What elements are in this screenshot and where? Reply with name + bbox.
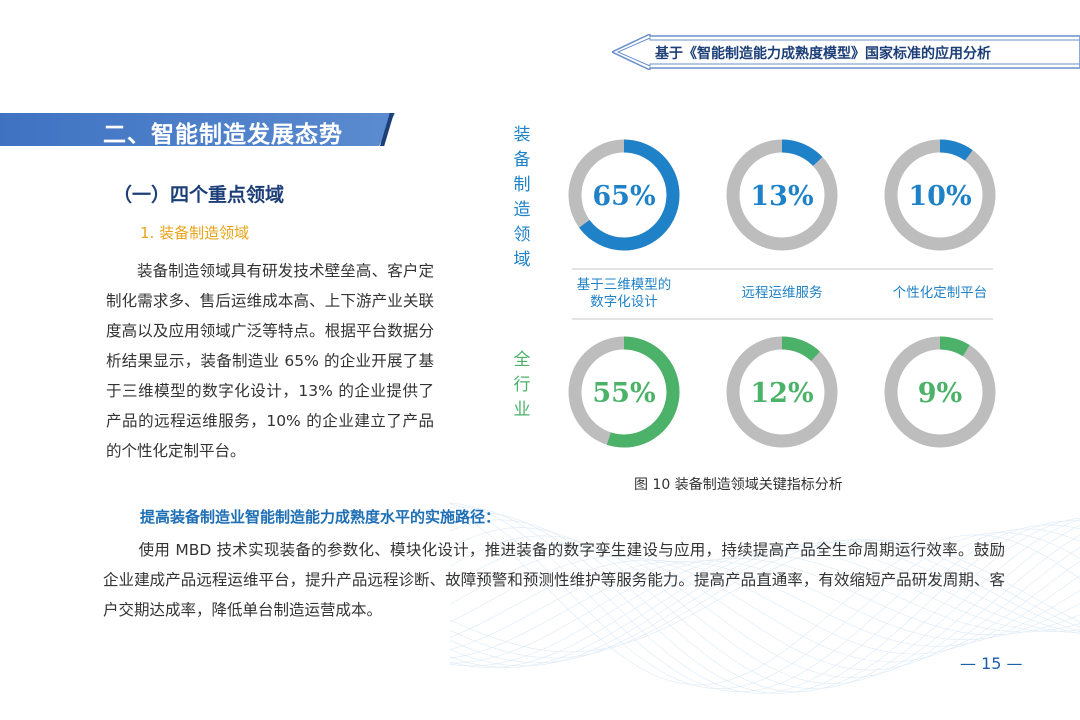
wave-line (450, 540, 1080, 664)
donut-charts: 65% 13% 10% 55% 12% 9% (568, 139, 996, 448)
wave-line (450, 561, 1080, 650)
decorative-wave-lines (450, 502, 1080, 694)
header-arrow-banner (612, 34, 1080, 70)
path-title: 提高装备制造业智能制造能力成熟度水平的实施路径： (140, 508, 501, 526)
wave-line (450, 517, 1080, 693)
wave-line (450, 554, 1080, 667)
donut-value-label: 10% (908, 181, 971, 212)
wave-line (450, 559, 1080, 655)
wave-line (450, 525, 1080, 685)
row-label-equipment: 装备制造领域 (513, 125, 531, 270)
wave-line (450, 534, 1080, 678)
wave-line (450, 542, 1080, 667)
category-label-line: 数字化设计 (590, 294, 658, 310)
category-label-customization: 个性化定制平台 (892, 285, 988, 301)
row-label-all-industry: 全行业 (513, 350, 531, 420)
intro-paragraph: 装备制造领域具有研发技术壁垒高、客户定制化需求多、售后运维成本高、上下游产业关联… (106, 262, 434, 460)
divider-bottom (572, 318, 993, 320)
donut-value-label: 65% (592, 181, 655, 212)
wave-line (450, 502, 1080, 693)
wave-line (450, 512, 1080, 694)
category-label-line: 基于三维模型的 (576, 277, 672, 293)
donut-value-arc (781, 139, 823, 167)
wave-line (450, 545, 1080, 668)
subsubsection-title: 1. 装备制造领域 (140, 224, 250, 242)
divider-top (572, 268, 993, 270)
wave-line (450, 539, 1080, 659)
category-label-3d-design: 基于三维模型的 数字化设计 (559, 277, 689, 311)
path-paragraph: 使用 MBD 技术实现装备的参数化、模块化设计，推进装备的数字孪生建设与应用，持… (103, 541, 1005, 619)
page-number: — 15 — (960, 654, 1023, 673)
wave-line (450, 550, 1080, 668)
donut-value-label: 12% (750, 378, 813, 409)
donut-value-arc (579, 139, 680, 251)
wave-line (450, 503, 1080, 690)
donut-value-arc (939, 139, 973, 161)
wave-line (450, 557, 1080, 664)
figure-caption: 图 10 装备制造领域关键指标分析 (634, 477, 843, 493)
section-banner (0, 113, 395, 146)
donut-value-arc (939, 336, 970, 357)
page-number-value: 15 (981, 654, 1002, 673)
wave-line (450, 506, 1080, 694)
donut-value-arc (781, 336, 820, 362)
section-title: 二、智能制造发展态势 (103, 122, 343, 148)
header-title: 基于《智能制造能力成熟度模型》国家标准的应用分析 (655, 46, 991, 62)
donut-value-label: 9% (918, 378, 962, 409)
donut-value-label: 55% (592, 378, 655, 409)
subsection-title: （一）四个重点领域 (113, 184, 285, 206)
donut-value-label: 13% (750, 181, 813, 212)
wave-line (450, 539, 1080, 653)
category-label-remote-ops: 远程运维服务 (741, 285, 823, 301)
wave-line (450, 519, 1080, 689)
donut-value-arc (606, 336, 680, 448)
wave-line (450, 555, 1080, 663)
wave-line (450, 509, 1080, 686)
wave-line (450, 546, 1080, 671)
wave-line (450, 560, 1080, 659)
